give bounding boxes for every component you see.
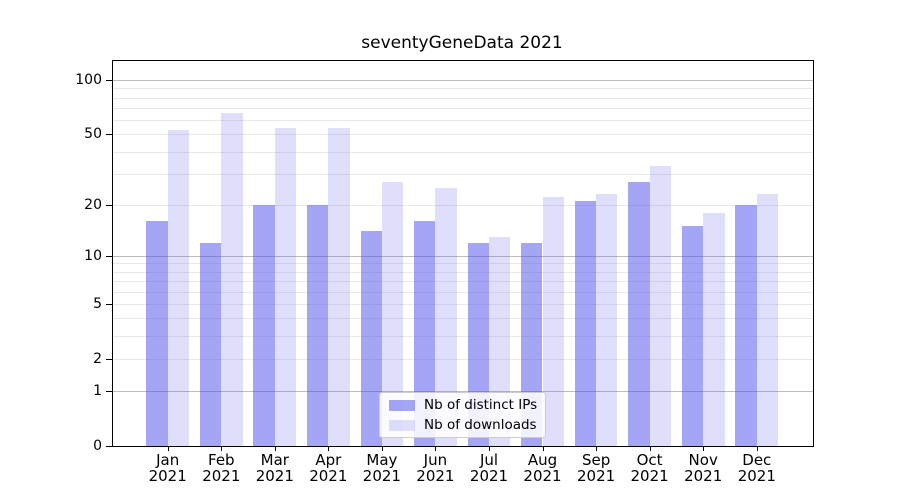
gridline-5 bbox=[113, 303, 813, 305]
bar-ips-jan bbox=[146, 221, 168, 446]
minor-gridline-8 bbox=[113, 271, 813, 273]
y-tick-mark-1 bbox=[106, 391, 112, 392]
legend-label-distinct-ips: Nb of distinct IPs bbox=[424, 397, 538, 413]
bar-downloads-mar bbox=[274, 128, 297, 446]
bar-ips-mar bbox=[253, 204, 275, 446]
legend: Nb of distinct IPs Nb of downloads bbox=[379, 392, 546, 438]
minor-gridline-7 bbox=[113, 281, 813, 283]
y-tick-label-10: 10 bbox=[84, 247, 102, 264]
gridline-2 bbox=[113, 358, 813, 360]
x-tick-mark-sep bbox=[596, 447, 598, 451]
bar-ips-nov bbox=[681, 226, 704, 446]
x-tick-label-jan: Jan 2021 bbox=[148, 451, 187, 485]
minor-gridline-3 bbox=[113, 336, 813, 338]
x-tick-mark-apr bbox=[328, 447, 330, 451]
gridline-1 bbox=[113, 391, 813, 392]
bar-downloads-nov bbox=[703, 212, 725, 446]
bar-downloads-oct bbox=[649, 166, 671, 446]
minor-gridline-60 bbox=[113, 120, 813, 121]
legend-swatch-distinct-ips-icon bbox=[389, 399, 415, 411]
bar-ips-sep bbox=[574, 200, 597, 446]
x-tick-mark-jul bbox=[489, 447, 490, 451]
legend-item-distinct-ips: Nb of distinct IPs bbox=[389, 397, 538, 413]
y-tick-label-100: 100 bbox=[75, 72, 102, 88]
x-tick-label-feb: Feb 2021 bbox=[202, 451, 241, 485]
gridline-10 bbox=[113, 255, 813, 257]
x-tick-mark-aug bbox=[542, 447, 544, 451]
y-tick-mark-0 bbox=[106, 446, 112, 447]
x-tick-label-aug: Aug 2021 bbox=[523, 451, 562, 485]
y-tick-label-5: 5 bbox=[93, 295, 102, 312]
gridline-20 bbox=[113, 204, 813, 206]
minor-gridline-30 bbox=[113, 173, 813, 175]
x-tick-label-apr: Apr 2021 bbox=[309, 451, 348, 485]
y-tick-mark-10 bbox=[106, 255, 112, 257]
x-tick-label-jul: Jul 2021 bbox=[469, 451, 509, 485]
y-tick-mark-2 bbox=[106, 358, 112, 360]
x-tick-label-may: May 2021 bbox=[362, 451, 401, 485]
minor-gridline-70 bbox=[113, 108, 813, 109]
gridline-100 bbox=[113, 80, 813, 81]
x-tick-mark-mar bbox=[274, 447, 276, 451]
bar-ips-oct bbox=[628, 181, 650, 446]
x-tick-label-jun: Jun 2021 bbox=[416, 451, 455, 485]
x-tick-mark-dec bbox=[756, 447, 758, 451]
legend-swatch-downloads-icon bbox=[389, 419, 415, 431]
y-tick-mark-50 bbox=[106, 134, 112, 136]
x-tick-label-sep: Sep 2021 bbox=[577, 451, 616, 485]
bar-downloads-jun bbox=[435, 187, 457, 446]
gridline-50 bbox=[113, 134, 813, 136]
bar-downloads-aug bbox=[542, 197, 564, 446]
x-tick-label-dec: Dec 2021 bbox=[737, 451, 776, 485]
x-tick-mark-oct bbox=[649, 447, 651, 451]
minor-gridline-90 bbox=[113, 88, 813, 90]
x-tick-mark-feb bbox=[221, 447, 223, 451]
minor-gridline-9 bbox=[113, 263, 813, 265]
x-tick-mark-jun bbox=[435, 447, 437, 451]
y-tick-mark-5 bbox=[106, 303, 112, 305]
minor-gridline-6 bbox=[113, 291, 813, 293]
bar-downloads-dec bbox=[756, 194, 779, 446]
bar-downloads-may bbox=[381, 181, 404, 446]
plot-area: Nb of distinct IPs Nb of downloads bbox=[112, 60, 814, 447]
chart-title: seventyGeneData 2021 bbox=[361, 33, 563, 53]
y-tick-label-20: 20 bbox=[84, 196, 102, 213]
x-tick-mark-nov bbox=[703, 447, 705, 451]
y-tick-label-1: 1 bbox=[93, 383, 102, 399]
gridlines-layer bbox=[113, 61, 813, 446]
x-tick-label-nov: Nov 2021 bbox=[684, 451, 723, 485]
x-tick-mark-jan bbox=[167, 447, 169, 451]
bars-layer bbox=[113, 61, 813, 446]
minor-gridline-40 bbox=[113, 151, 813, 153]
minor-gridline-4 bbox=[113, 318, 813, 320]
x-tick-mark-may bbox=[381, 447, 383, 451]
legend-item-downloads: Nb of downloads bbox=[389, 417, 537, 433]
y-tick-label-0: 0 bbox=[93, 438, 102, 454]
bar-ips-may bbox=[360, 231, 382, 446]
y-tick-label-2: 2 bbox=[93, 350, 102, 367]
x-tick-label-mar: Mar 2021 bbox=[255, 451, 294, 485]
bar-ips-jun bbox=[414, 221, 436, 446]
bar-downloads-apr bbox=[328, 128, 350, 446]
x-tick-label-oct: Oct 2021 bbox=[630, 451, 669, 485]
y-tick-mark-20 bbox=[106, 204, 112, 206]
bar-ips-feb bbox=[199, 242, 222, 446]
y-tick-mark-100 bbox=[106, 80, 112, 81]
bar-downloads-jan bbox=[167, 129, 190, 446]
bar-ips-dec bbox=[735, 204, 757, 446]
y-tick-label-50: 50 bbox=[84, 126, 102, 143]
legend-label-downloads: Nb of downloads bbox=[424, 417, 537, 433]
bar-downloads-feb bbox=[221, 112, 243, 446]
minor-gridline-80 bbox=[113, 97, 813, 99]
bar-ips-apr bbox=[306, 204, 329, 446]
bar-downloads-sep bbox=[596, 194, 618, 446]
